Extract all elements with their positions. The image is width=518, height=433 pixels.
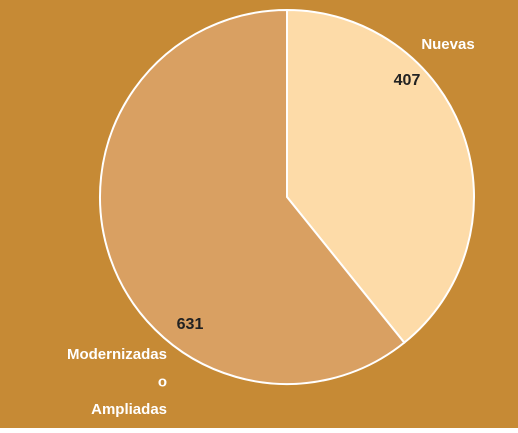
category-label: Nuevas bbox=[421, 36, 474, 53]
data-label: 407 bbox=[394, 72, 421, 89]
data-label: 631 bbox=[177, 316, 204, 333]
pie-slice bbox=[286, 8, 475, 345]
pie-slice bbox=[99, 8, 406, 385]
category-label: Modernizadas o Ampliadas bbox=[67, 346, 167, 418]
